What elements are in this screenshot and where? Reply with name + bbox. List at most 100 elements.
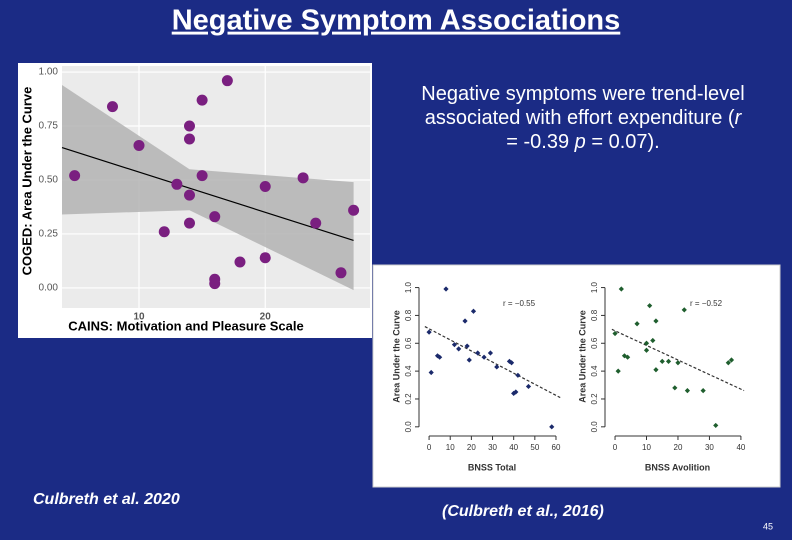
point xyxy=(133,139,145,151)
y-tick-label: 0.6 xyxy=(404,337,413,349)
y-tick-label: 0.4 xyxy=(590,365,599,377)
point xyxy=(494,364,500,370)
x-tick-label: 0 xyxy=(613,443,618,452)
x-tick-label: 10 xyxy=(133,312,145,323)
point xyxy=(618,286,624,292)
point xyxy=(725,360,731,366)
body-text: r xyxy=(734,107,742,129)
x-axis-label: CAINS: Motivation and Pleasure Scale xyxy=(68,318,304,333)
x-tick-label: 40 xyxy=(736,443,745,452)
point xyxy=(451,342,458,348)
point xyxy=(653,367,659,373)
body-text: Negative symptoms were trend-level assoc… xyxy=(418,82,748,154)
point xyxy=(625,354,631,360)
point xyxy=(234,256,246,268)
body-text: p xyxy=(574,131,586,153)
y-tick-label: 0.4 xyxy=(404,365,413,377)
point xyxy=(158,226,170,238)
point xyxy=(508,360,515,366)
point xyxy=(196,170,208,182)
point xyxy=(634,321,640,327)
point xyxy=(69,170,81,182)
y-tick-label: 0.8 xyxy=(404,309,413,321)
x-tick-label: 50 xyxy=(530,443,539,452)
fit-line xyxy=(424,326,561,399)
x-tick-label: 60 xyxy=(552,443,561,452)
fit-line xyxy=(611,328,745,392)
x-tick-label: 0 xyxy=(427,443,432,452)
point xyxy=(684,388,691,394)
point xyxy=(653,318,659,324)
point xyxy=(466,357,472,363)
point xyxy=(475,350,481,356)
point xyxy=(426,329,432,335)
x-tick-label: 40 xyxy=(509,443,518,452)
citation: (Culbreth et al., 2016) xyxy=(442,503,604,520)
point xyxy=(221,75,233,87)
point xyxy=(428,369,434,376)
page-number: 45 xyxy=(763,521,773,531)
point xyxy=(297,172,309,184)
confidence-band xyxy=(62,84,354,291)
point xyxy=(672,385,678,391)
citation: Culbreth et al. 2020 xyxy=(33,491,180,508)
point xyxy=(470,308,477,314)
y-axis-label: COGED: Area Under the Curve xyxy=(19,87,34,276)
point xyxy=(621,353,628,359)
x-tick-label: 20 xyxy=(467,443,476,452)
point xyxy=(183,133,195,145)
y-tick-label: 0.2 xyxy=(404,393,413,405)
point xyxy=(643,340,650,346)
body-text: Negative symptoms were trend-level assoc… xyxy=(421,83,745,129)
point xyxy=(713,422,719,429)
fit-line xyxy=(61,147,354,242)
point xyxy=(259,180,271,192)
x-axis-label: BNSS Avolition xyxy=(645,462,710,472)
body-text: = 0.07). xyxy=(585,131,660,153)
y-tick-label: 1.00 xyxy=(39,67,59,78)
point xyxy=(434,353,441,359)
point xyxy=(183,217,195,229)
y-tick-label: 0.00 xyxy=(39,283,59,294)
annotation: r = −0.55 xyxy=(503,299,536,308)
point xyxy=(171,178,183,190)
y-axis-label: Area Under the Curve xyxy=(391,310,401,403)
y-axis-label: Area Under the Curve xyxy=(577,310,587,403)
y-tick-label: 0.6 xyxy=(590,337,599,349)
point xyxy=(659,358,665,364)
x-axis-label: BNSS Total xyxy=(468,462,516,472)
point xyxy=(183,189,195,201)
point xyxy=(481,354,487,360)
slide-title: Negative Symptom Associations xyxy=(172,5,621,37)
body-text: = -0.39 xyxy=(506,131,575,153)
point xyxy=(513,389,519,395)
point xyxy=(615,368,621,374)
point xyxy=(675,360,681,366)
point xyxy=(209,278,221,290)
x-tick-label: 30 xyxy=(705,443,714,452)
point xyxy=(183,120,195,132)
x-tick-label: 30 xyxy=(488,443,497,452)
point xyxy=(487,350,494,356)
point xyxy=(549,424,555,430)
y-tick-label: 0.50 xyxy=(39,175,59,186)
point xyxy=(647,303,653,309)
point xyxy=(650,337,656,344)
point xyxy=(728,357,735,363)
x-tick-label: 20 xyxy=(674,443,683,452)
point xyxy=(310,217,322,229)
point xyxy=(443,286,449,292)
plot-background xyxy=(610,282,745,431)
point xyxy=(348,204,360,216)
x-tick-label: 10 xyxy=(446,443,455,452)
annotation: r = −0.52 xyxy=(690,299,723,308)
x-tick-label: 10 xyxy=(642,443,651,452)
point xyxy=(612,330,618,337)
y-tick-label: 0.0 xyxy=(590,421,599,433)
plot-background xyxy=(424,282,560,431)
y-tick-label: 0.8 xyxy=(590,309,599,321)
y-tick-label: 0.25 xyxy=(39,229,59,240)
point xyxy=(515,372,521,378)
